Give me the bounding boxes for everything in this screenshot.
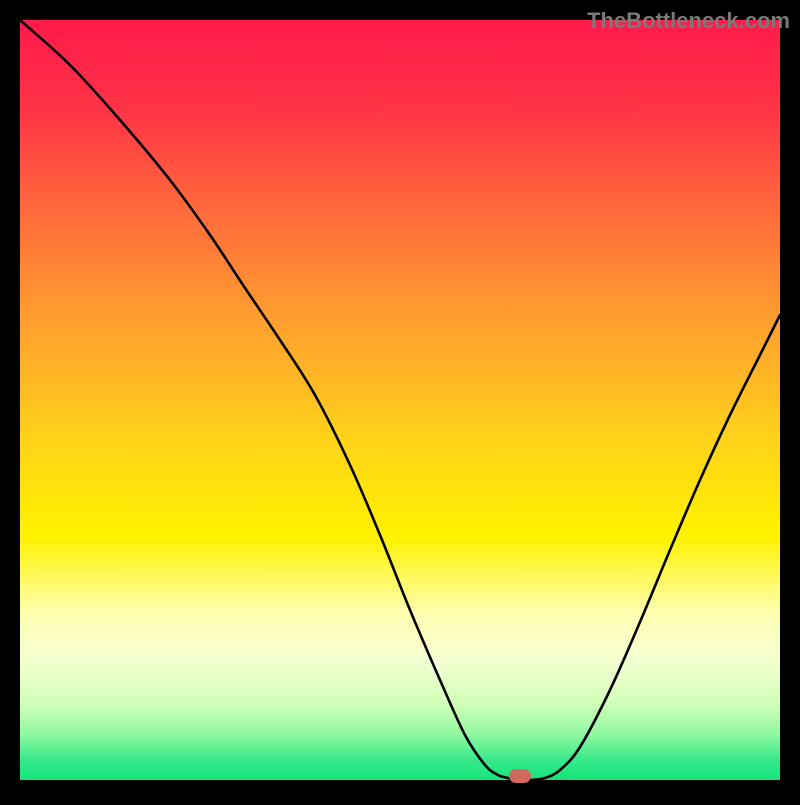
minimum-marker bbox=[509, 769, 531, 783]
watermark-text: TheBottleneck.com bbox=[587, 8, 790, 34]
bottleneck-chart bbox=[0, 0, 800, 800]
chart-container: TheBottleneck.com bbox=[0, 0, 800, 800]
plot-area bbox=[20, 20, 780, 780]
